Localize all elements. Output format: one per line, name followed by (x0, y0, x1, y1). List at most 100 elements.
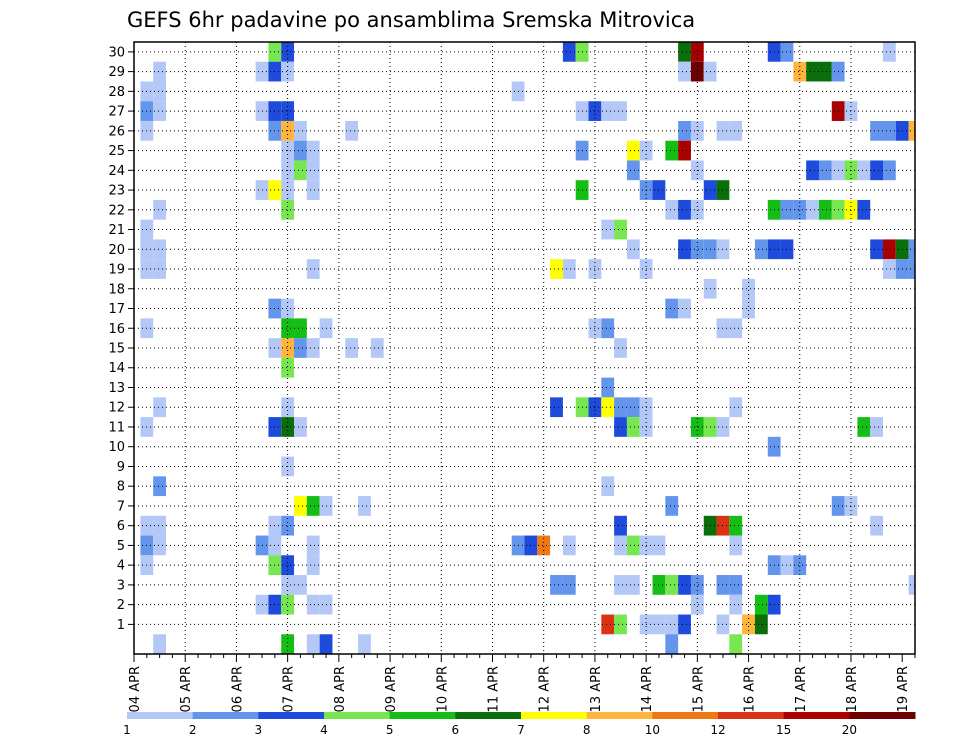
heatmap-cell (665, 634, 679, 654)
y-tick-label: 9 (117, 460, 125, 475)
x-date-label: 05 APR (179, 666, 194, 712)
y-tick-label: 5 (117, 539, 125, 554)
heatmap-cell (626, 160, 640, 181)
heatmap-cell (345, 338, 359, 358)
colorbar-swatch (586, 712, 653, 719)
colorbar-label: 15 (776, 723, 791, 737)
heatmap-cell (153, 515, 166, 536)
heatmap-cell (729, 594, 743, 615)
heatmap-cell (882, 42, 896, 62)
colorbar-label: 10 (645, 723, 660, 737)
heatmap-cell (281, 318, 295, 339)
colorbar-swatch (652, 712, 719, 719)
heatmap-cell (908, 239, 915, 260)
heatmap-cell (742, 298, 755, 319)
heatmap-cell (601, 219, 615, 240)
heatmap-cell (729, 634, 743, 654)
x-axis: 04 APR 05 APR 06 APR 07 APR 08 APR 09 APR 10 A… (128, 654, 916, 712)
heatmap-cell (870, 417, 883, 437)
heatmap-cell (281, 42, 295, 62)
heatmap-cell (806, 199, 819, 220)
heatmap-cell (729, 120, 743, 141)
heatmap-cell (550, 259, 563, 279)
heatmap-cell (537, 535, 551, 556)
heatmap-cell (857, 199, 871, 220)
colorbar-swatch (127, 712, 194, 719)
colorbar-label: 20 (842, 723, 857, 737)
heatmap-cell (562, 575, 576, 595)
y-tick-label: 18 (108, 282, 125, 297)
heatmap-cell (294, 318, 307, 339)
x-date-label: 10 APR (435, 666, 450, 712)
heatmap-cell (882, 259, 896, 279)
heatmap-cell (626, 239, 640, 260)
heatmap-cell (729, 318, 743, 339)
heatmap-cell (870, 515, 883, 536)
heatmap-cells (140, 42, 915, 654)
y-tick-label: 10 (108, 440, 125, 455)
heatmap-cell (626, 535, 640, 556)
heatmap-cell (562, 259, 576, 279)
heatmap-cell (614, 338, 627, 358)
heatmap-cell (882, 160, 896, 181)
y-tick-label: 19 (108, 263, 125, 278)
y-tick-label: 7 (117, 499, 125, 514)
heatmap-cell (153, 476, 166, 497)
heatmap-cell (818, 160, 832, 181)
heatmap-cell (294, 160, 307, 181)
chart-title: GEFS 6hr padavine po ansamblima Sremska … (127, 8, 695, 32)
heatmap-cell (870, 120, 883, 141)
heatmap-cell (358, 496, 371, 516)
heatmap-cell (729, 575, 743, 595)
heatmap-cell (614, 417, 627, 437)
heatmap-cell (306, 338, 320, 358)
heatmap-cell (729, 397, 743, 418)
heatmap-cell (678, 614, 691, 635)
heatmap-cell (882, 120, 896, 141)
heatmap-cell (806, 160, 819, 181)
heatmap-cell (908, 259, 915, 279)
heatmap-cell (601, 476, 615, 497)
heatmap-cell (818, 61, 832, 82)
heatmap-cell (614, 614, 627, 635)
colorbar-label: 2 (189, 723, 197, 737)
heatmap-cell (870, 239, 883, 260)
heatmap-cell (857, 417, 871, 437)
colorbar-swatch (521, 712, 588, 719)
y-tick-label: 2 (117, 598, 125, 613)
heatmap-cell (665, 614, 679, 635)
heatmap-cell (665, 199, 679, 220)
y-tick-label: 17 (108, 302, 125, 317)
y-tick-label: 1 (117, 618, 125, 633)
heatmap-cell (294, 417, 307, 437)
heatmap-cell (153, 81, 166, 102)
heatmap-cell (793, 199, 807, 220)
heatmap-cell (306, 160, 320, 181)
heatmap-cell (614, 535, 627, 556)
heatmap-cell (614, 101, 627, 121)
y-tick-label: 3 (117, 578, 125, 593)
heatmap-cell (626, 140, 640, 161)
heatmap-cell (281, 338, 295, 358)
x-date-label: 17 APR (794, 666, 809, 712)
colorbar-label: 6 (452, 723, 460, 737)
colorbar-swatch (192, 712, 259, 719)
heatmap-cell (281, 555, 295, 576)
heatmap-cell (294, 338, 307, 358)
heatmap-cell (908, 120, 915, 141)
heatmap-cell (281, 357, 295, 378)
heatmap-cell (153, 535, 166, 556)
heatmap-cell (665, 140, 679, 161)
heatmap-cell (678, 199, 691, 220)
colorbar-swatch (718, 712, 785, 719)
heatmap-cell (678, 239, 691, 260)
y-tick-label: 30 (108, 45, 125, 60)
x-date-label: 08 APR (333, 666, 348, 712)
heatmap-cell (601, 397, 615, 418)
x-date-label: 18 APR (845, 666, 860, 712)
heatmap-cell (601, 318, 615, 339)
heatmap-cell (153, 101, 166, 121)
heatmap-cell (281, 101, 295, 121)
heatmap-cell (153, 239, 166, 260)
heatmap-cell (153, 634, 166, 654)
